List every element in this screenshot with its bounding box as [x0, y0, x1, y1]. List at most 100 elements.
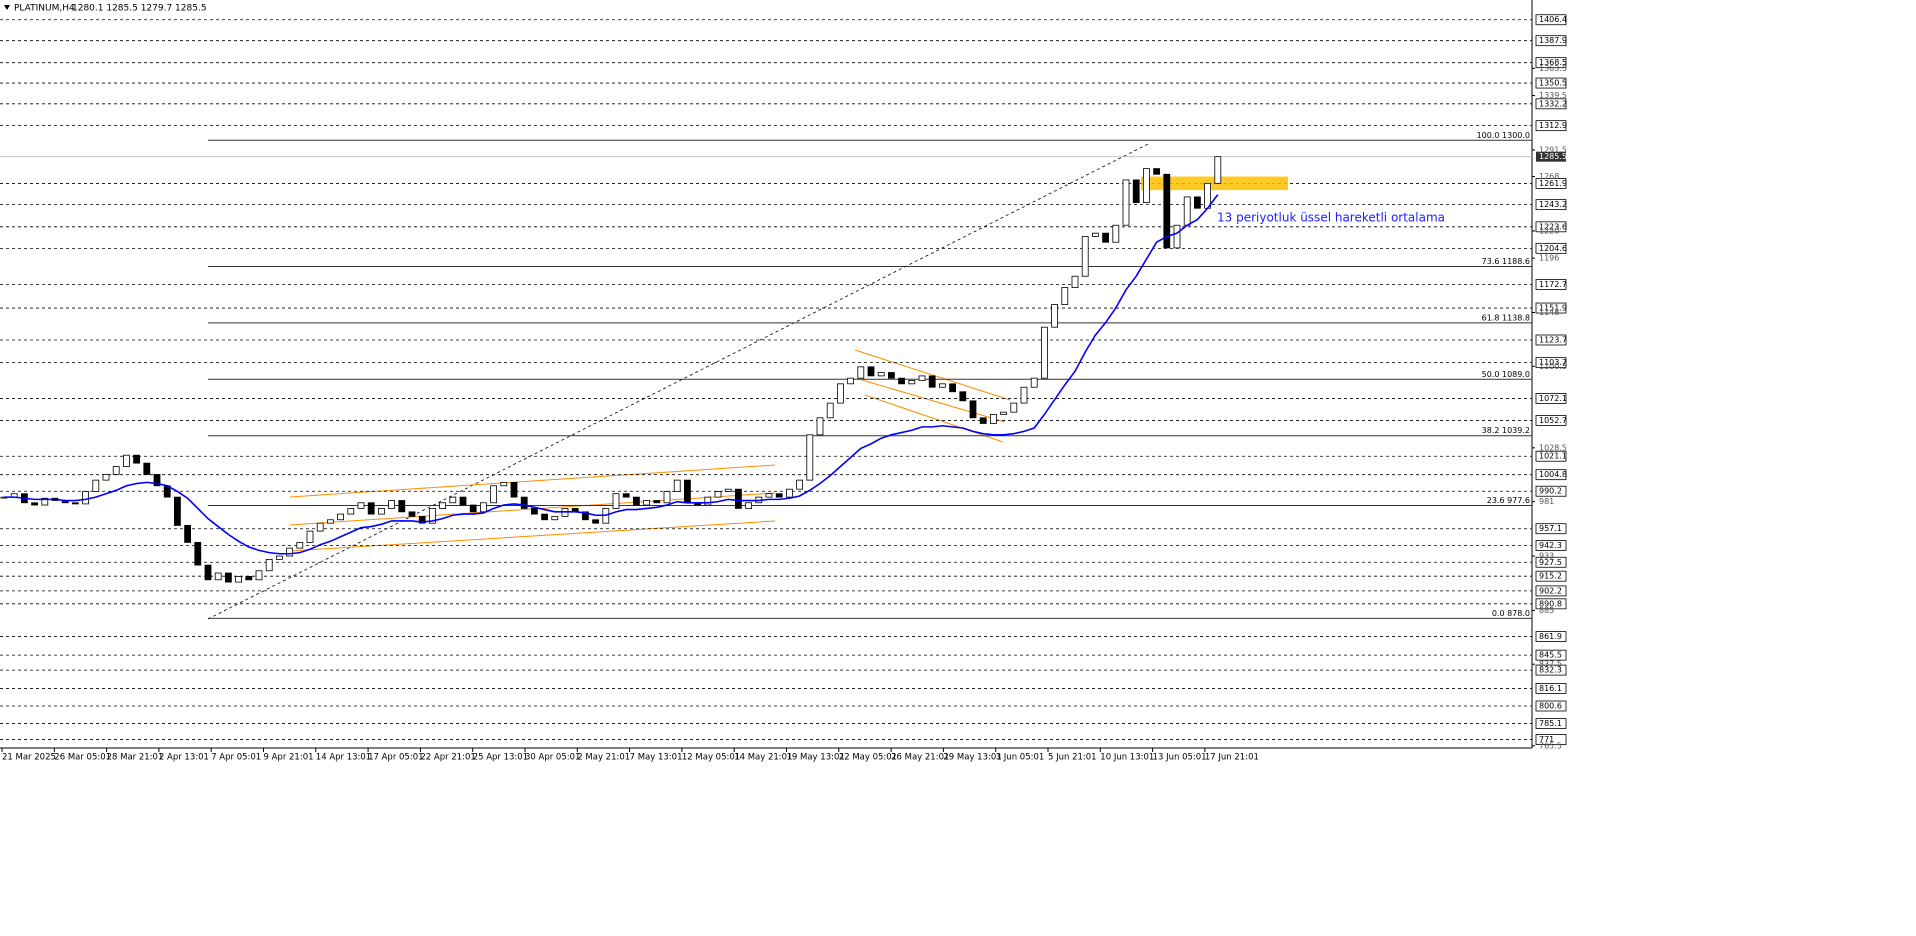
level-label: 1052.7	[1539, 416, 1567, 425]
candle-body	[1122, 179, 1130, 226]
level-label-box	[1535, 450, 1567, 462]
candle-body	[653, 500, 661, 504]
fib-label: 73.6 1188.6	[1482, 257, 1530, 266]
candle-body	[388, 500, 396, 509]
level-label: 1103.7	[1539, 358, 1567, 367]
level-label-box	[1535, 683, 1567, 694]
x-tick-label: 22 May 05:01	[839, 753, 897, 763]
candle-body	[816, 417, 824, 436]
level-label-box	[1535, 556, 1567, 568]
level-label-box	[1535, 357, 1567, 369]
candle-body	[1112, 224, 1120, 243]
menu-triangle[interactable]	[4, 5, 10, 10]
candle-body	[265, 559, 273, 572]
candle-body	[1183, 196, 1191, 226]
candle-body	[745, 502, 752, 509]
candle-body	[347, 508, 355, 515]
level-label-box	[1535, 523, 1567, 535]
y-tick-label: 1196	[1539, 254, 1559, 263]
candle-body	[857, 366, 865, 379]
candle-body	[633, 496, 640, 506]
level-label: 845.5	[1539, 651, 1562, 660]
y-tick-label: 837.5	[1539, 660, 1562, 669]
level-label-box	[1535, 393, 1567, 404]
level-label: 1332.2	[1539, 99, 1567, 108]
candle-body	[735, 488, 742, 509]
y-tick-label: 765.5	[1539, 741, 1562, 750]
quote: 1280.1 1285.5 1279.7 1285.5	[72, 4, 207, 14]
current-price-label: 1285.5	[1539, 152, 1567, 161]
x-tick-label: 3 Jun 05:01	[996, 753, 1045, 763]
candle-body	[235, 576, 243, 583]
candle-body	[1214, 156, 1222, 184]
level-label: 861.9	[1539, 632, 1562, 641]
level-label: 1350.5	[1539, 79, 1567, 88]
level-label: 1261.9	[1539, 179, 1567, 188]
level-label-box	[1535, 700, 1567, 712]
candle-body	[806, 434, 814, 481]
level-label: 915.2	[1539, 572, 1562, 581]
candle-body	[1051, 304, 1058, 328]
channel-line	[861, 379, 1006, 423]
candle-body	[439, 502, 447, 509]
level-label: 1204.6	[1539, 244, 1567, 253]
candle-body	[367, 502, 375, 515]
candle-body	[939, 383, 946, 388]
candle-body	[531, 508, 538, 515]
y-tick-label: 981	[1539, 497, 1554, 506]
candle-body	[888, 372, 895, 379]
ema-annotation: 13 periyotluk üssel hareketli ortalama	[1217, 211, 1445, 225]
candle-body	[469, 504, 477, 513]
level-label: 1172.7	[1539, 280, 1567, 289]
level-label: 816.1	[1539, 684, 1562, 693]
channel-line	[854, 349, 1011, 401]
symbol-title: PLATINUM,H4	[14, 4, 75, 14]
fib-label: 100.0 1300.0	[1477, 131, 1530, 140]
x-tick-label: 26 Mar 05:01	[54, 753, 111, 763]
candle-body	[786, 488, 793, 498]
level-label: 1123.7	[1539, 335, 1567, 344]
y-tick-label: 1268	[1539, 172, 1559, 181]
candle-body	[1081, 236, 1089, 277]
fib-label: 23.6 977.6	[1487, 496, 1530, 505]
y-tick-label: 1148	[1539, 308, 1559, 317]
candle-body	[612, 493, 620, 509]
level-label-box	[1535, 598, 1567, 610]
level-label: 927.5	[1539, 558, 1562, 567]
level-label-box	[1535, 279, 1567, 290]
candle-body	[1020, 386, 1028, 404]
candle-body	[194, 542, 202, 566]
candle-body	[41, 497, 49, 506]
candle-body	[1143, 168, 1150, 203]
level-label-box	[1535, 585, 1567, 597]
candle-body	[1173, 224, 1181, 249]
level-label-box	[1535, 120, 1567, 132]
candle-body	[377, 508, 385, 515]
level-label: 1021.1	[1539, 452, 1567, 461]
candle-body	[837, 383, 844, 404]
candle-body	[1071, 275, 1079, 288]
candle-body	[1061, 287, 1069, 305]
y-tick-label: 1220	[1539, 226, 1559, 235]
x-tick-label: 5 Jun 21:01	[1048, 753, 1097, 763]
candle-body	[398, 500, 406, 513]
candle-body	[428, 508, 436, 524]
level-label-box	[1535, 57, 1567, 69]
level-label-box	[1535, 14, 1567, 26]
level-label: 1387.9	[1539, 36, 1567, 45]
level-label-box	[1535, 199, 1567, 211]
candle-body	[1041, 326, 1048, 379]
x-tick-label: 14 Apr 13:01	[316, 753, 371, 763]
candle-body	[306, 530, 314, 543]
level-label-box	[1535, 631, 1567, 642]
candle-body	[449, 496, 457, 504]
level-label-box	[1535, 221, 1567, 233]
candle-body	[72, 502, 79, 505]
channel-line	[864, 394, 1004, 443]
candle-body	[112, 466, 120, 475]
level-label-box	[1535, 469, 1567, 481]
level-label: 1004.8	[1539, 470, 1567, 479]
level-label-box	[1535, 302, 1567, 314]
fib-label: 38.2 1039.2	[1482, 426, 1530, 435]
